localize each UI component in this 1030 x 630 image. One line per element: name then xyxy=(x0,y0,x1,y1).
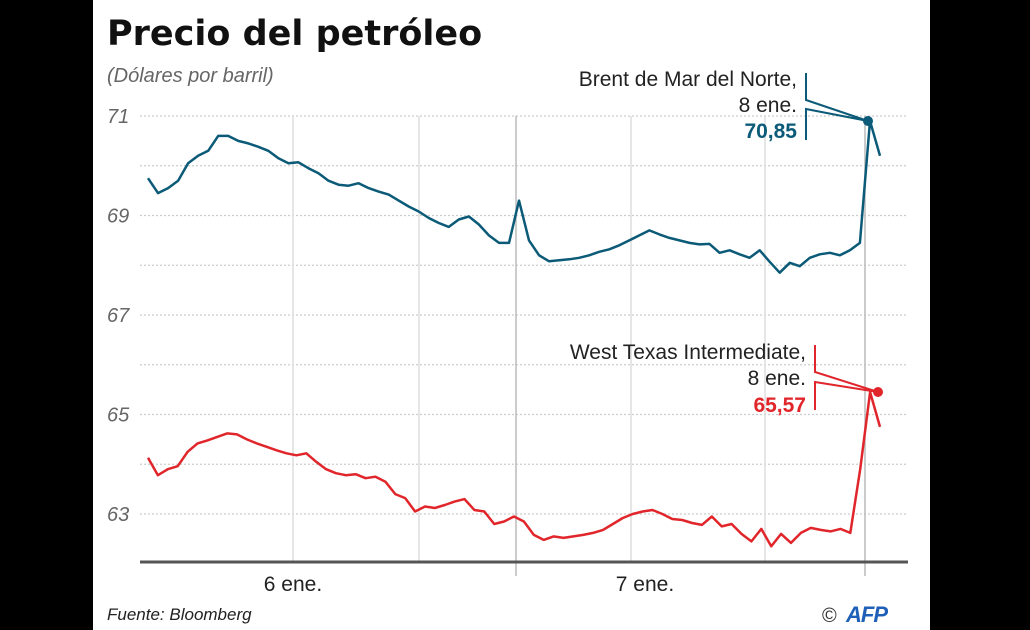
brent-value: 70,85 xyxy=(744,120,797,143)
series-line-brent xyxy=(146,119,882,274)
x-tick-label: 7 ene. xyxy=(616,573,674,596)
brent-label: Brent de Mar del Norte, xyxy=(579,68,797,91)
series-line-wti xyxy=(146,390,882,548)
y-tick-label: 65 xyxy=(107,405,130,427)
x-tick-label: 6 ene. xyxy=(264,573,322,596)
y-tick-label: 69 xyxy=(107,206,129,228)
y-tick-label: 63 xyxy=(107,504,129,526)
x-axis: 6 ene. 7 ene. xyxy=(264,573,674,596)
wti-annotation: West Texas Intermediate, 8 ene. 65,57 xyxy=(570,341,879,417)
afp-logo: AFP xyxy=(845,602,889,627)
brent-annotation: Brent de Mar del Norte, 8 ene. 70,85 xyxy=(579,68,869,143)
wti-date: 8 ene. xyxy=(748,367,806,390)
y-tick-label: 67 xyxy=(107,305,130,327)
brent-date: 8 ene. xyxy=(739,94,797,117)
source-note: Fuente: Bloomberg xyxy=(107,605,252,624)
copyright-symbol: © xyxy=(822,605,837,627)
wti-label: West Texas Intermediate, xyxy=(570,341,806,364)
wti-leader-line xyxy=(814,345,879,410)
chart-title: Precio del petróleo xyxy=(107,14,482,54)
y-tick-label: 71 xyxy=(107,106,129,128)
svg-text:AFP: AFP xyxy=(845,602,888,627)
chart-subtitle: (Dólares por barril) xyxy=(107,65,274,87)
wti-value: 65,57 xyxy=(753,394,806,417)
brent-leader-line xyxy=(805,73,869,140)
y-axis: 63 65 67 69 71 xyxy=(107,106,130,526)
